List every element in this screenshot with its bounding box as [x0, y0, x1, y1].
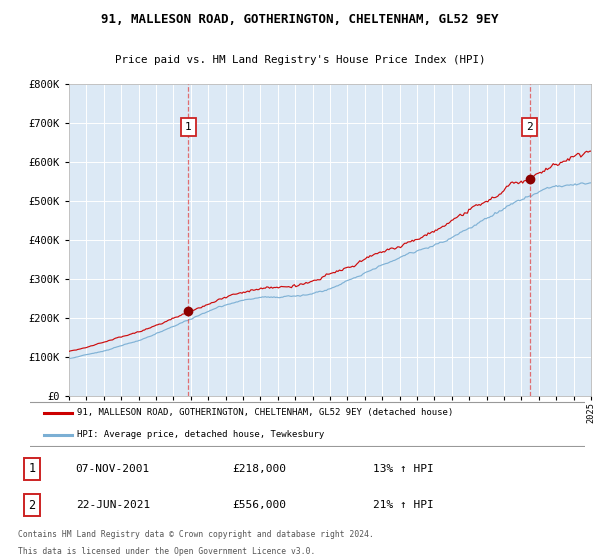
Text: 2: 2	[29, 499, 36, 512]
Text: 22-JUN-2021: 22-JUN-2021	[76, 501, 150, 510]
FancyBboxPatch shape	[27, 402, 587, 446]
Text: 91, MALLESON ROAD, GOTHERINGTON, CHELTENHAM, GL52 9EY: 91, MALLESON ROAD, GOTHERINGTON, CHELTEN…	[101, 13, 499, 26]
Text: £218,000: £218,000	[233, 464, 287, 474]
Text: 13% ↑ HPI: 13% ↑ HPI	[373, 464, 434, 474]
Text: 1: 1	[185, 122, 192, 132]
Text: Price paid vs. HM Land Registry's House Price Index (HPI): Price paid vs. HM Land Registry's House …	[115, 55, 485, 64]
Text: 07-NOV-2001: 07-NOV-2001	[76, 464, 150, 474]
Text: HPI: Average price, detached house, Tewkesbury: HPI: Average price, detached house, Tewk…	[77, 431, 325, 440]
Text: 91, MALLESON ROAD, GOTHERINGTON, CHELTENHAM, GL52 9EY (detached house): 91, MALLESON ROAD, GOTHERINGTON, CHELTEN…	[77, 408, 454, 417]
Text: 1: 1	[29, 463, 36, 475]
Text: 21% ↑ HPI: 21% ↑ HPI	[373, 501, 434, 510]
Text: £556,000: £556,000	[233, 501, 287, 510]
Text: This data is licensed under the Open Government Licence v3.0.: This data is licensed under the Open Gov…	[18, 548, 315, 557]
Text: Contains HM Land Registry data © Crown copyright and database right 2024.: Contains HM Land Registry data © Crown c…	[18, 530, 374, 539]
Text: 2: 2	[526, 122, 533, 132]
